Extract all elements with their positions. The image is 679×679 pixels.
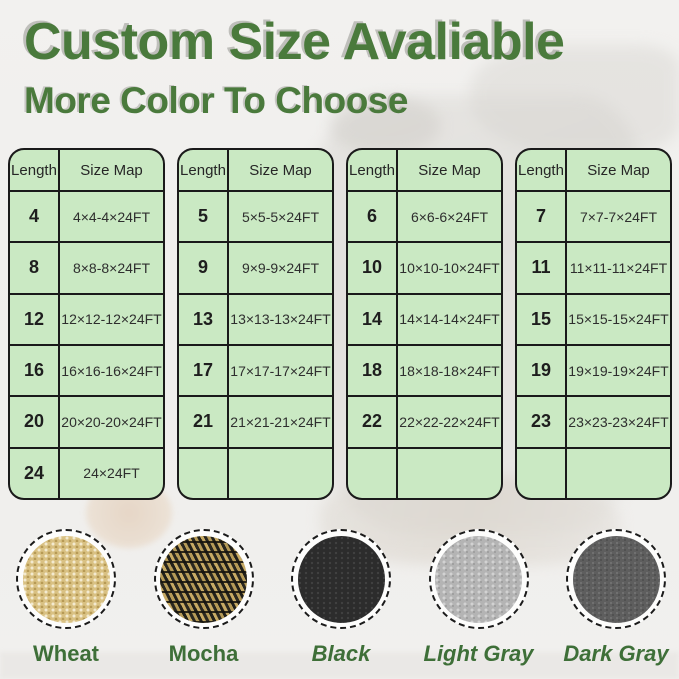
size-table-col1: Length Size Map 4 4×4-4×24FT 8 8×8-8×24FT 12 12…: [8, 148, 165, 500]
size-map-cell: 18×18-18×24FT: [398, 345, 501, 396]
length-cell: 16: [10, 345, 58, 396]
size-map-cell: 10×10-10×24FT: [398, 243, 501, 293]
wheat-swatch-circle: [16, 529, 116, 629]
size-map-cell: 14×14-14×24FT: [398, 294, 501, 344]
column-header: Size Map: [229, 150, 332, 190]
size-map-cell: 6×6-6×24FT: [398, 192, 501, 242]
column-header: Length: [348, 150, 396, 190]
length-cell: [179, 448, 227, 498]
dark-gray-swatch-circle: [566, 529, 666, 629]
size-map-cell: 17×17-17×24FT: [229, 345, 332, 396]
size-map-cell: [229, 448, 332, 498]
size-map-cell: 22×22-22×24FT: [398, 397, 501, 447]
color-swatch-row: Wheat Mocha Black Light Gray Dark Gray: [0, 529, 679, 667]
size-map-cell: 16×16-16×24FT: [60, 345, 163, 396]
color-option-black: Black: [291, 529, 391, 667]
size-map-cell: 5×5-5×24FT: [229, 192, 332, 242]
length-cell: 7: [517, 192, 565, 242]
page-title: Custom Size Avaliable: [24, 13, 565, 71]
length-cell: 23: [517, 397, 565, 447]
length-cell: 12: [10, 294, 58, 344]
length-cell: [348, 448, 396, 498]
size-map-cell: 20×20-20×24FT: [60, 397, 163, 447]
size-table-col4: Length Size Map 7 7×7-7×24FT 11 11×11-11×24FT…: [515, 148, 672, 500]
color-label: Wheat: [33, 641, 99, 666]
size-table-col3: Length Size Map 6 6×6-6×24FT 10 10×10-10×24FT…: [346, 148, 503, 500]
length-cell: 20: [10, 397, 58, 447]
length-cell: 18: [348, 345, 396, 396]
size-map-cell: 15×15-15×24FT: [567, 294, 670, 344]
light-gray-swatch-circle: [428, 529, 529, 629]
light-gray-fabric-texture: [435, 535, 522, 623]
length-cell: 17: [179, 345, 227, 396]
length-cell: 22: [348, 397, 396, 447]
length-cell: 13: [179, 294, 227, 344]
size-map-cell: 21×21-21×24FT: [229, 397, 332, 447]
size-map-cell: 7×7-7×24FT: [567, 192, 670, 242]
color-label: Dark Gray: [563, 641, 669, 666]
color-option-wheat: Wheat: [16, 529, 116, 667]
size-map-cell: 9×9-9×24FT: [229, 243, 332, 293]
size-map-cell: 23×23-23×24FT: [567, 397, 670, 447]
mocha-fabric-texture: [160, 535, 247, 623]
length-cell: 10: [348, 243, 396, 293]
size-table-col2: Length Size Map 5 5×5-5×24FT 9 9×9-9×24FT 13 13…: [177, 148, 334, 500]
size-map-cell: 13×13-13×24FT: [229, 294, 332, 344]
size-map-cell: 12×12-12×24FT: [60, 294, 163, 344]
black-fabric-texture: [297, 535, 385, 623]
size-map-cell: [567, 448, 670, 498]
black-swatch-circle: [291, 529, 391, 629]
color-label: Black: [311, 641, 371, 666]
color-option-mocha: Mocha: [153, 529, 254, 667]
wheat-fabric-texture: [22, 535, 110, 623]
mocha-swatch-circle: [153, 529, 254, 629]
length-cell: 14: [348, 294, 396, 344]
size-map-cell: 19×19-19×24FT: [567, 345, 670, 396]
color-option-dark-gray: Dark Gray: [563, 529, 669, 667]
column-header: Size Map: [398, 150, 501, 190]
length-cell: 15: [517, 294, 565, 344]
column-header: Length: [179, 150, 227, 190]
size-map-cell: [398, 448, 501, 498]
page-subtitle: More Color To Choose: [24, 80, 408, 121]
color-label: Mocha: [168, 641, 239, 666]
color-option-light-gray: Light Gray: [424, 529, 534, 667]
size-map-cell: 8×8-8×24FT: [60, 243, 163, 293]
column-header: Size Map: [567, 150, 670, 190]
length-cell: 9: [179, 243, 227, 293]
column-header: Length: [10, 150, 58, 190]
color-label: Light Gray: [423, 641, 534, 666]
length-cell: 5: [179, 192, 227, 242]
length-cell: [517, 448, 565, 498]
length-cell: 4: [10, 192, 58, 242]
length-cell: 8: [10, 243, 58, 293]
length-cell: 19: [517, 345, 565, 396]
size-tables-row: Length Size Map 4 4×4-4×24FT 8 8×8-8×24FT 12 12…: [8, 148, 672, 500]
column-header: Size Map: [60, 150, 163, 190]
length-cell: 21: [179, 397, 227, 447]
size-map-cell: 24×24FT: [60, 448, 163, 498]
length-cell: 24: [10, 448, 58, 498]
length-cell: 11: [517, 243, 565, 293]
size-map-cell: 11×11-11×24FT: [567, 243, 670, 293]
length-cell: 6: [348, 192, 396, 242]
column-header: Length: [517, 150, 565, 190]
size-map-cell: 4×4-4×24FT: [60, 192, 163, 242]
dark-gray-fabric-texture: [572, 535, 660, 623]
